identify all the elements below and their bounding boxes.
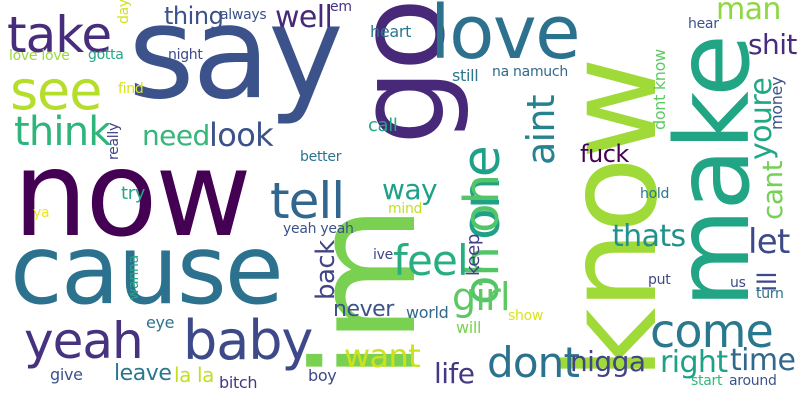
- word-feel: feel: [393, 236, 469, 285]
- word-thats: thats: [612, 219, 686, 254]
- word-really: really: [106, 122, 122, 160]
- word-us: us: [730, 275, 746, 291]
- word-call: call: [368, 115, 398, 136]
- word-nigga: nigga: [570, 345, 646, 378]
- word-day: day: [116, 0, 132, 24]
- word-bitch: bitch: [219, 373, 258, 392]
- word-la-la: la la: [174, 363, 214, 387]
- word-well: well: [275, 0, 333, 35]
- word-dont-know: dont know: [650, 49, 669, 130]
- word-wanna: wanna: [126, 255, 142, 300]
- word-girl: girl: [452, 275, 511, 319]
- word-yeah: yeah: [24, 312, 144, 370]
- word-need: need: [142, 119, 210, 152]
- word-right: right: [660, 345, 728, 380]
- word-leave: leave: [114, 361, 172, 386]
- word-money: money: [767, 76, 786, 130]
- word-man: man: [716, 0, 781, 27]
- word-fuck: fuck: [580, 140, 629, 168]
- word-say: say: [128, 0, 344, 128]
- word-heart: heart: [370, 22, 412, 41]
- word-see: see: [10, 59, 102, 122]
- word-start: start: [691, 373, 723, 389]
- word-mind: mind: [388, 201, 423, 217]
- word-around: around: [729, 373, 777, 389]
- word-never: never: [333, 297, 394, 322]
- word-try: try: [121, 183, 146, 204]
- word-night: night: [168, 47, 203, 63]
- word-want: want: [344, 337, 421, 375]
- word-love: love: [430, 0, 581, 76]
- word-cause: cause: [10, 214, 284, 326]
- word-eye: eye: [146, 313, 175, 332]
- word-will: will: [456, 318, 482, 337]
- word-em: em: [330, 0, 352, 15]
- word-let: let: [748, 222, 790, 262]
- word-dont: dont: [487, 338, 580, 387]
- word-way: way: [382, 173, 438, 206]
- word-always: always: [220, 7, 267, 23]
- word-aint: aint: [519, 95, 563, 165]
- word-now: now: [13, 125, 252, 263]
- word-back: back: [311, 240, 341, 300]
- word-keep: keep: [463, 234, 484, 276]
- word-ya: ya: [33, 205, 50, 221]
- word-come: come: [650, 304, 774, 358]
- word-baby: baby: [183, 309, 313, 372]
- word-find: find: [118, 81, 144, 97]
- word-put: put: [648, 272, 671, 288]
- word-boy: boy: [308, 366, 337, 385]
- word-cant: cant: [756, 160, 789, 220]
- word-still: still: [452, 66, 479, 85]
- word-give: give: [50, 365, 83, 384]
- word-yeah-yeah: yeah yeah: [283, 221, 354, 237]
- word-turn: turn: [756, 286, 784, 302]
- word-na-namuch: na namuch: [492, 64, 568, 80]
- word-look: look: [209, 116, 274, 154]
- word-tell: tell: [270, 172, 345, 230]
- word-love-love: love love: [9, 48, 70, 64]
- word-hear: hear: [688, 16, 719, 32]
- word-show: show: [508, 308, 544, 324]
- word-shit: shit: [748, 28, 797, 61]
- word-gotta: gotta: [88, 47, 124, 63]
- word-better: better: [300, 149, 342, 165]
- word-life: life: [434, 357, 475, 390]
- word-thing: thing: [164, 2, 224, 30]
- word-take: take: [7, 6, 112, 64]
- word-world: world: [406, 303, 449, 322]
- word-think: think: [14, 109, 111, 155]
- word-hold: hold: [640, 186, 670, 202]
- word-ive: ive: [373, 247, 393, 263]
- word-time: time: [730, 343, 796, 378]
